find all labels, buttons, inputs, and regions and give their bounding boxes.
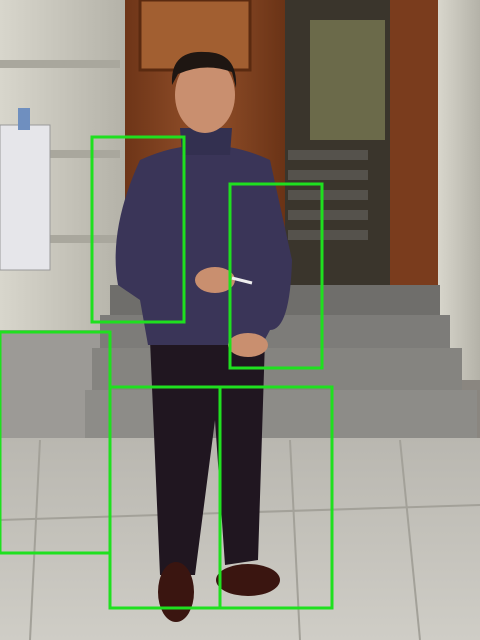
- pillar-joints: [0, 60, 120, 243]
- hand: [228, 333, 268, 357]
- right-door: [390, 0, 440, 285]
- face: [175, 57, 235, 133]
- trousers: [150, 340, 265, 575]
- bounding-boxes: [0, 135, 334, 610]
- left-shoe: [158, 562, 194, 622]
- paper-sign: [0, 124, 51, 271]
- hair: [171, 51, 237, 88]
- tape: [18, 108, 30, 130]
- bounding-box: [218, 385, 334, 610]
- hand: [195, 267, 235, 293]
- right-shoe: [216, 564, 280, 596]
- interior-stairs: [288, 150, 368, 240]
- sweater: [115, 145, 292, 345]
- bounding-box: [228, 182, 324, 370]
- bounding-box: [90, 135, 186, 324]
- interior-wall: [310, 20, 385, 140]
- collar: [180, 128, 232, 155]
- cigarette: [231, 276, 253, 285]
